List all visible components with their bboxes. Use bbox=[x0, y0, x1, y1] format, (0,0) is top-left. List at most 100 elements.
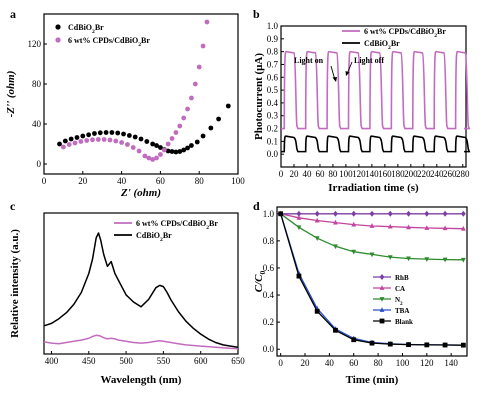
panel-d-legend-marker bbox=[379, 297, 385, 302]
panel-a-point bbox=[185, 106, 190, 112]
panel-c-xtick-label: 400 bbox=[45, 356, 59, 366]
panel-d-ytick-label: 0.2 bbox=[263, 317, 274, 327]
panel-c-xtick-label: 600 bbox=[194, 356, 208, 366]
panel-c: 400 450 500 550 600 650 c Wavelength (nm) Relati… bbox=[9, 199, 245, 386]
panel-d-point bbox=[351, 337, 357, 343]
panel-b-light-on-arrowhead bbox=[332, 77, 337, 82]
panel-b-xtick-label: 180 bbox=[391, 169, 405, 179]
panel-a-point bbox=[84, 138, 90, 143]
panel-d-point bbox=[369, 340, 375, 346]
panel-b-xtick-label: 20 bbox=[289, 169, 299, 179]
panel-a-legend-label: CdBiO2​Br bbox=[68, 23, 104, 35]
panel-a-ytick-label: 80 bbox=[32, 79, 42, 89]
panel-d-point bbox=[296, 215, 302, 220]
panel-a-point bbox=[61, 144, 66, 150]
panel-a-frame bbox=[43, 13, 239, 175]
panel-d-point bbox=[424, 210, 430, 217]
panel-a-point bbox=[78, 139, 84, 144]
panel-a-point bbox=[165, 148, 171, 154]
panel-b-xtick-label: 260 bbox=[443, 169, 457, 179]
panel-b-xtick-label: 200 bbox=[404, 169, 418, 179]
panel-d-point bbox=[296, 273, 302, 279]
panel-a-point bbox=[74, 135, 80, 140]
panel-a-point bbox=[181, 115, 187, 121]
panel-b-legend-label: 6 wt% CPDs/CdBiO2​Br bbox=[364, 27, 446, 39]
panel-a-ytick-label: 40 bbox=[32, 119, 42, 129]
panel-d-point bbox=[406, 342, 411, 348]
panel-d-point bbox=[460, 342, 466, 348]
panel-a-point bbox=[119, 140, 124, 145]
panel-d-xlabel: Time (min) bbox=[346, 374, 399, 386]
panel-a-xtick-label: 80 bbox=[195, 176, 205, 186]
panel-c-xlabel: Wavelength (nm) bbox=[101, 374, 182, 386]
panel-d-ytick-label: 0.8 bbox=[263, 236, 275, 246]
panel-d-point bbox=[387, 255, 393, 260]
panel-d-point bbox=[351, 210, 357, 217]
panel-b-xtick-label: 240 bbox=[430, 169, 444, 179]
panel-a-point bbox=[109, 130, 115, 135]
panel-d-point bbox=[369, 223, 375, 228]
panel-b-light-off-label: Light off bbox=[354, 56, 384, 65]
panel-a-point bbox=[208, 125, 214, 131]
panel-a-point bbox=[185, 145, 190, 151]
panel-a-point bbox=[189, 95, 194, 101]
panel-letter-d: d bbox=[253, 199, 260, 213]
panel-d-point bbox=[442, 257, 448, 263]
panel-a-point bbox=[189, 143, 194, 148]
panel-b-ylabel: Photocurrent (μA) bbox=[253, 53, 265, 140]
panel-d-point bbox=[424, 225, 430, 230]
panel-d-ylabel: C/C0​ bbox=[253, 271, 267, 293]
panel-d-legend-label: CA bbox=[395, 285, 405, 293]
panel-a-point bbox=[196, 64, 202, 70]
panel-d-point bbox=[460, 210, 466, 217]
panel-a-point bbox=[125, 142, 130, 147]
panel-a-xtick-label: 100 bbox=[231, 176, 245, 186]
panel-a-point bbox=[121, 131, 126, 137]
panel-a-xtick-label: 40 bbox=[117, 176, 127, 186]
panel-a-point bbox=[68, 136, 74, 142]
panel-a-point bbox=[62, 138, 68, 144]
panel-d-ytick-label: 0.4 bbox=[263, 290, 275, 300]
panel-d-ytick-label: 0.0 bbox=[263, 344, 275, 354]
panel-b-xlabel: Irradiation time (s) bbox=[328, 182, 419, 194]
panel-a-xtick-label: 60 bbox=[156, 176, 166, 186]
panel-letter-a: a bbox=[10, 7, 16, 21]
panel-c-xtick-label: 500 bbox=[119, 356, 133, 366]
panel-a-point bbox=[130, 145, 136, 150]
panel-d-xtick-label: 100 bbox=[396, 358, 410, 368]
panel-b-light-on-label: Light on bbox=[294, 56, 324, 65]
panel-d-xtick-label: 80 bbox=[374, 358, 384, 368]
panel-d-legend-label: N2​ bbox=[395, 296, 403, 307]
panel-a-legend-marker bbox=[55, 24, 61, 30]
panel-a-point bbox=[90, 137, 95, 143]
panel-d-xtick-label: 120 bbox=[420, 358, 434, 368]
panel-d-legend-marker bbox=[379, 307, 385, 312]
panel-a-point bbox=[200, 43, 206, 49]
panel-b-frame bbox=[280, 25, 467, 168]
panel-b-xtick-label: 40 bbox=[302, 169, 312, 179]
panel-b-legend-label: CdBiO2​Br bbox=[364, 39, 400, 51]
panel-letter-c: c bbox=[10, 199, 16, 213]
panel-a-point bbox=[158, 152, 163, 157]
panel-b: 0 20 40 60 80 100 120 140 160 180 200 220 240 260 280 0… bbox=[253, 7, 471, 194]
panel-a-point bbox=[161, 147, 167, 153]
panel-a-point bbox=[173, 130, 179, 135]
panel-d-point bbox=[442, 225, 448, 231]
panel-a-point bbox=[103, 130, 109, 135]
panel-d-point bbox=[333, 244, 338, 250]
panel-d-xtick-label: 140 bbox=[444, 358, 458, 368]
panel-a-point bbox=[192, 81, 198, 87]
panel-d-point bbox=[406, 256, 411, 262]
panel-a-point bbox=[138, 136, 144, 142]
panel-d-legend-label: Blank bbox=[395, 318, 413, 326]
panel-d-xtick-label: 0 bbox=[278, 358, 283, 368]
panel-d-point bbox=[369, 210, 375, 217]
panel-c-frame bbox=[43, 212, 239, 355]
panel-a-point bbox=[150, 157, 156, 162]
panel-b-xtick-label: 120 bbox=[352, 169, 366, 179]
panel-c-xtick-label: 550 bbox=[157, 356, 171, 366]
panel-a-point bbox=[66, 142, 72, 147]
panel-a-legend-label: 6 wt% CPDs/CdBiO2​Br bbox=[68, 36, 150, 48]
panel-a-point bbox=[115, 130, 121, 136]
